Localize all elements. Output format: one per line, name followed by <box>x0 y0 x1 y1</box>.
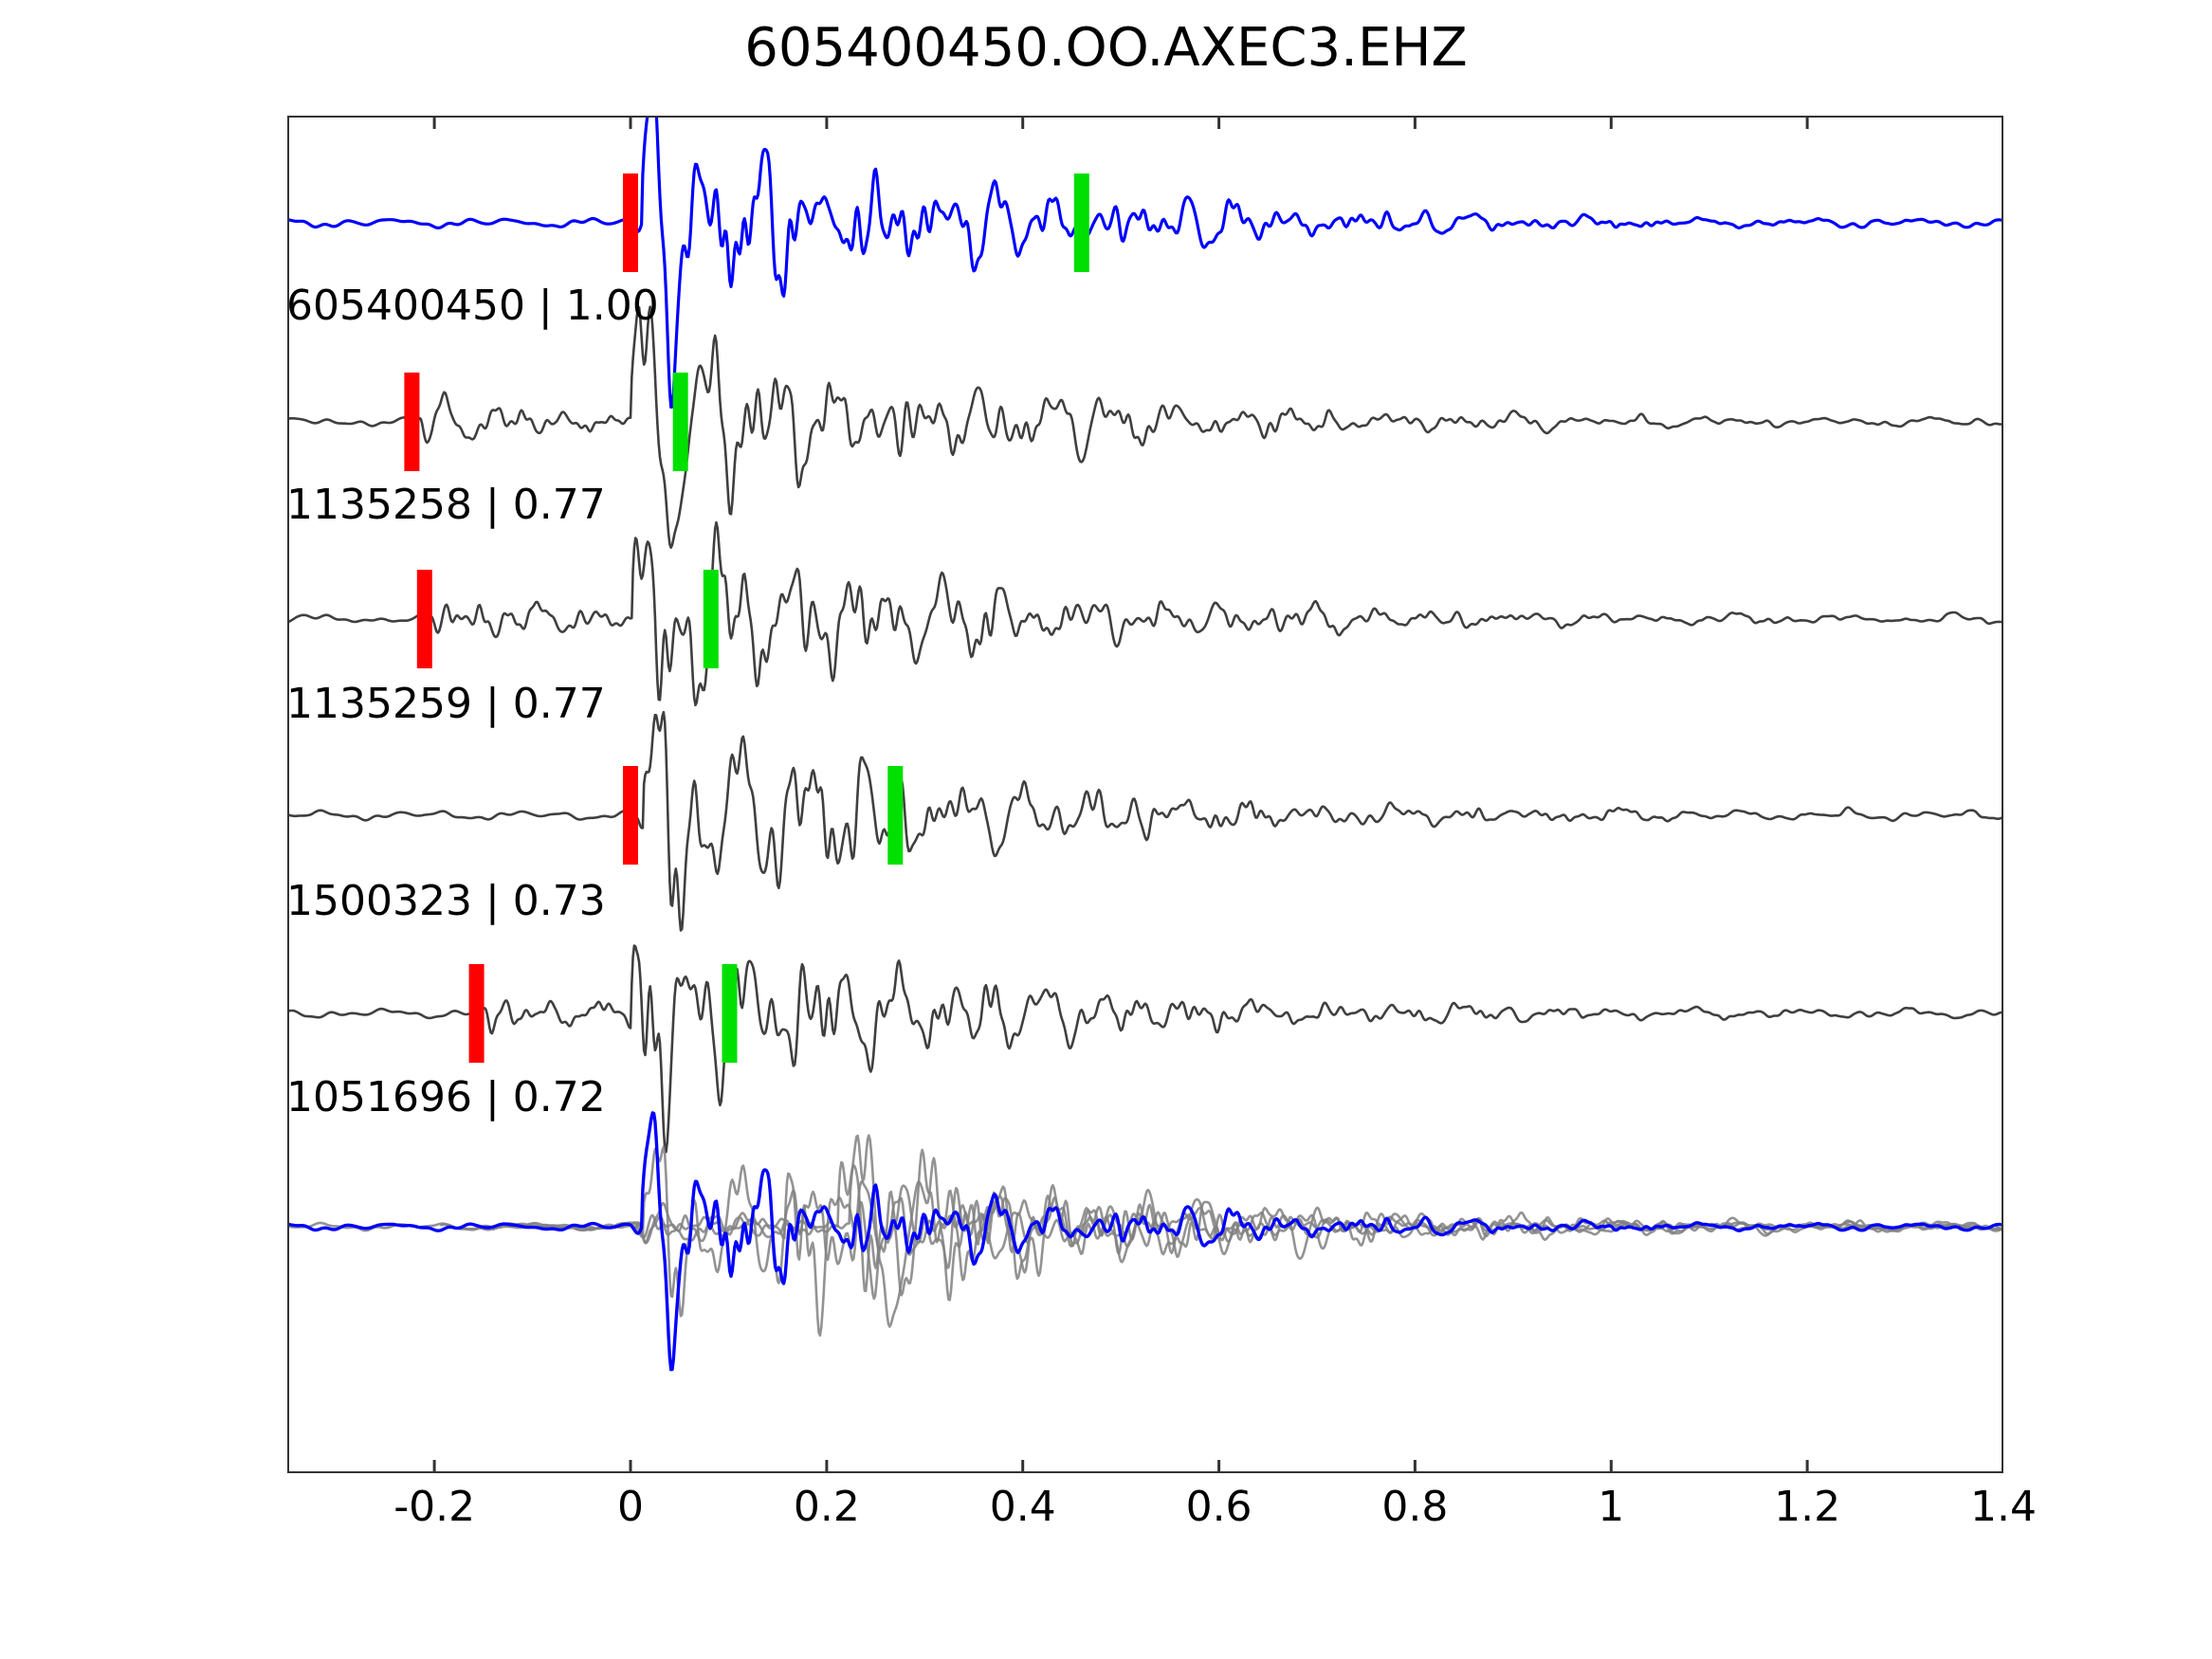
x-tick-label-5: 0.8 <box>1381 1483 1449 1531</box>
x-tick-label-0: -0.2 <box>393 1483 476 1531</box>
p-pick-marker-1 <box>404 373 420 471</box>
stack-template-trace <box>287 1111 2003 1372</box>
s-pick-marker-0 <box>1073 173 1089 272</box>
plot-background <box>287 116 2003 1473</box>
waveform-trace-1 <box>287 305 2003 549</box>
trace-label-1: 1135258 | 0.77 <box>286 481 606 529</box>
s-pick-marker-4 <box>722 964 738 1063</box>
trace-label-2: 1135259 | 0.77 <box>286 680 606 728</box>
waveform-trace-4 <box>287 944 2003 1154</box>
waveform-trace-3 <box>287 710 2003 932</box>
traces-group <box>287 116 2003 1372</box>
x-tick-marks <box>432 116 2003 1473</box>
trace-label-3: 1500323 | 0.73 <box>286 877 606 925</box>
p-pick-marker-2 <box>416 570 432 668</box>
waveform-trace-0 <box>287 116 2003 409</box>
waveform-plot-svg <box>287 116 2003 1473</box>
s-pick-marker-2 <box>703 570 719 668</box>
s-pick-marker-3 <box>887 766 904 865</box>
picks-group <box>404 173 1089 1063</box>
p-pick-marker-0 <box>623 173 638 272</box>
x-tick-label-7: 1.2 <box>1774 1483 1841 1531</box>
plot-area: 605400450 | 1.00 1135258 | 0.77 1135259 … <box>286 116 2003 1473</box>
p-pick-marker-3 <box>623 766 638 865</box>
x-tick-label-2: 0.2 <box>793 1483 860 1531</box>
x-tick-label-1: 0 <box>617 1483 644 1531</box>
x-axis-tick-labels: -0.2 0 0.2 0.4 0.6 0.8 1 1.2 1.4 <box>0 1483 2212 1549</box>
plot-frame <box>287 116 2003 1473</box>
x-tick-label-3: 0.4 <box>989 1483 1056 1531</box>
x-tick-label-4: 0.6 <box>1185 1483 1252 1531</box>
waveform-trace-2 <box>287 520 2003 707</box>
x-tick-label-6: 1 <box>1598 1483 1625 1531</box>
trace-label-4: 1051696 | 0.72 <box>286 1073 606 1121</box>
trace-label-0: 605400450 | 1.00 <box>286 282 659 330</box>
p-pick-marker-4 <box>468 964 484 1063</box>
chart-title: 605400450.OO.AXEC3.EHZ <box>744 17 1468 79</box>
s-pick-marker-1 <box>672 373 688 471</box>
x-tick-label-8: 1.4 <box>1970 1483 2037 1531</box>
stack-overlay-trace-4 <box>440 1172 2003 1337</box>
